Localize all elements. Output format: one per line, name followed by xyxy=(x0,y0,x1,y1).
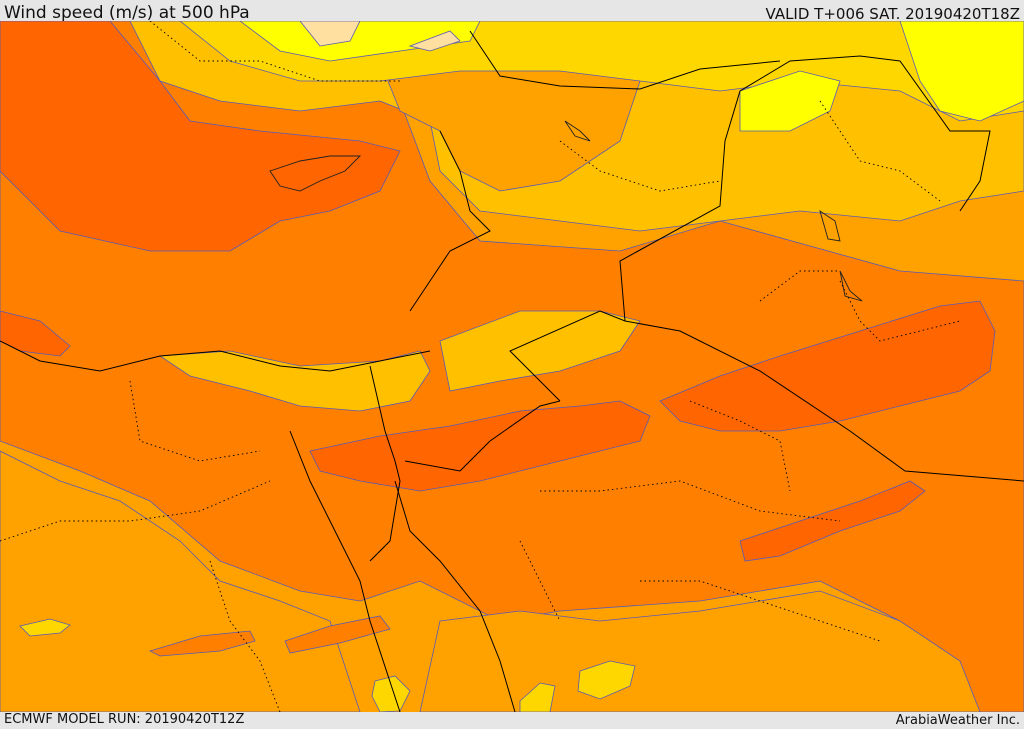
province-borders xyxy=(0,21,961,712)
dark-orange-streak-southeast xyxy=(739,480,926,562)
orange-streak-s xyxy=(284,615,391,654)
dark-orange-jet-east xyxy=(659,300,996,432)
credit-label: ArabiaWeather Inc. xyxy=(895,713,1020,728)
dark-orange-band-west xyxy=(0,21,401,252)
map-title: Wind speed (m/s) at 500 hPa xyxy=(4,3,250,23)
pale-patch-north-2 xyxy=(408,30,461,52)
yellow-patch-south-1 xyxy=(19,618,71,637)
light-yellow-band-north xyxy=(239,21,481,62)
light-orange-band-south xyxy=(419,590,981,712)
light-yellow-band-northeast xyxy=(899,21,1024,122)
dark-orange-patch-west xyxy=(0,310,71,357)
gold-band-jordan xyxy=(439,310,641,392)
country-borders xyxy=(0,30,1024,712)
light-orange-band-southwest xyxy=(0,450,361,712)
coastlines xyxy=(269,120,863,302)
wind-speed-map xyxy=(0,21,1024,712)
light-yellow-patch-iraq xyxy=(739,70,841,132)
valid-time-label: VALID T+006 SAT. 20190420T18Z xyxy=(765,5,1020,23)
dark-orange-jet-south xyxy=(309,400,651,492)
pale-patch-north xyxy=(299,21,361,47)
yellow-patch-south-4 xyxy=(519,682,556,712)
yellow-patch-south-3 xyxy=(577,660,636,700)
map-footer: ECMWF MODEL RUN: 20190420T12Z ArabiaWeat… xyxy=(0,712,1024,729)
gold-band-egypt xyxy=(158,350,431,412)
orange-streak-sw xyxy=(148,630,256,657)
map-header: Wind speed (m/s) at 500 hPa VALID T+006 … xyxy=(0,0,1024,23)
map-canvas xyxy=(0,21,1024,712)
model-run-label: ECMWF MODEL RUN: 20190420T12Z xyxy=(4,712,245,727)
